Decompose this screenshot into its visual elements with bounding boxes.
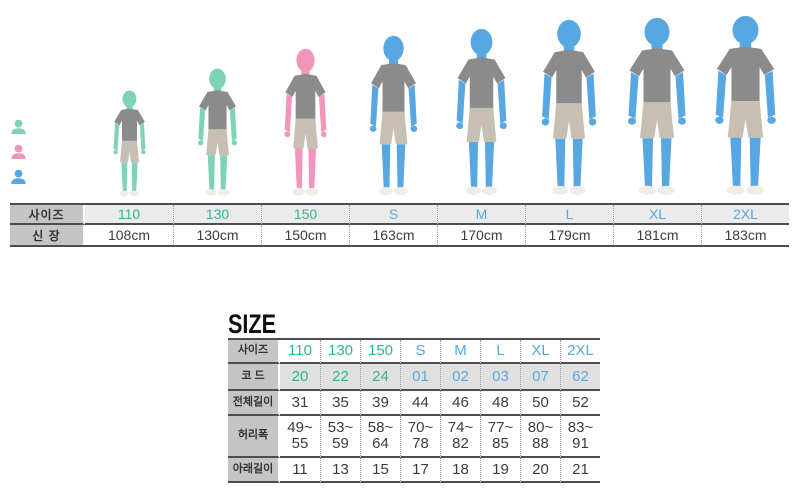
size-table-value-cell: 50 <box>520 391 560 416</box>
size-table-size-cell: L <box>480 340 520 364</box>
size-table-value-cell: 17 <box>400 458 440 483</box>
model-figure-cell <box>536 19 602 201</box>
size-spec-table: 사이즈 110 130 150 S M L XL 2XL 코 드 20 22 24 01 02 03 07 62 전… <box>228 338 600 483</box>
height-table-size-cell: S <box>349 205 437 225</box>
size-table-value-cell: 44 <box>400 391 440 416</box>
size-table-value-cell: 31 <box>280 391 320 416</box>
height-table-size-row-label: 사이즈 <box>10 205 85 225</box>
height-table-height-cell: 163cm <box>349 225 437 245</box>
size-table-value-cell: 20 <box>280 364 320 391</box>
size-table-value-cell: 46 <box>440 391 480 416</box>
size-spec-section: SIZE 사이즈 110 130 150 S M L XL 2XL 코 드 20 22 24 01 02 03… <box>228 311 600 483</box>
female-model-icon <box>11 144 26 159</box>
size-table-value-cell: 58~ 64 <box>360 416 400 458</box>
height-table: 사이즈 110 130 150 S M L XL 2XL 신 장 108cm 130cm 150cm 16… <box>10 203 789 247</box>
height-table-height-cell: 183cm <box>701 225 789 245</box>
model-figure-S <box>369 35 417 196</box>
size-table-value-cell: 03 <box>480 364 520 391</box>
height-table-size-cell: XL <box>613 205 701 225</box>
model-figure-cell <box>451 28 512 201</box>
model-figure-cell <box>110 90 149 201</box>
size-table-row-label: 허리폭 <box>228 416 280 458</box>
model-figure-M <box>455 28 507 196</box>
size-table-value-cell: 20 <box>520 458 560 483</box>
model-legend <box>10 119 32 186</box>
size-table-value-cell: 77~ 85 <box>480 416 520 458</box>
size-table-value-cell: 48 <box>480 391 520 416</box>
height-table-height-cell: 108cm <box>85 225 173 245</box>
size-table-row-label: 아래길이 <box>228 458 280 483</box>
size-table-value-cell: 83~ 91 <box>560 416 600 458</box>
size-table-size-cell: 110 <box>280 340 320 364</box>
height-table-height-cell: 130cm <box>173 225 261 245</box>
legend-item <box>10 169 32 186</box>
size-table-value-cell: 62 <box>560 364 600 391</box>
size-table-value-cell: 24 <box>360 364 400 391</box>
size-table-value-cell: 70~ 78 <box>400 416 440 458</box>
size-table-value-cell: 19 <box>480 458 520 483</box>
size-table-value-cell: 49~ 55 <box>280 416 320 458</box>
size-table-value-cell: 18 <box>440 458 480 483</box>
model-figure-cell <box>365 35 422 201</box>
height-table-height-cell: 170cm <box>437 225 525 245</box>
height-table-height-cell: 181cm <box>613 225 701 245</box>
size-table-value-cell: 35 <box>320 391 360 416</box>
model-figure-cell <box>622 17 692 201</box>
size-table-value-cell: 39 <box>360 391 400 416</box>
model-figure-2XL <box>714 15 776 195</box>
size-table-value-cell: 11 <box>280 458 320 483</box>
height-table-size-cell: L <box>525 205 613 225</box>
model-figure-150 <box>283 48 327 196</box>
model-figure-L <box>541 19 597 195</box>
size-table-size-cell: 150 <box>360 340 400 364</box>
size-table-row-label: 코 드 <box>228 364 280 391</box>
size-table-value-cell: 52 <box>560 391 600 416</box>
size-table-size-cell: S <box>400 340 440 364</box>
height-table-size-cell: 130 <box>173 205 261 225</box>
size-table-value-cell: 74~ 82 <box>440 416 480 458</box>
height-table-size-cell: 2XL <box>701 205 789 225</box>
size-table-value-cell: 15 <box>360 458 400 483</box>
model-figure-130 <box>197 68 237 196</box>
size-table-size-cell: 2XL <box>560 340 600 364</box>
model-figure-cell <box>280 48 331 201</box>
size-table-value-cell: 80~ 88 <box>520 416 560 458</box>
model-figure-XL <box>628 17 686 195</box>
height-table-size-cell: 110 <box>85 205 173 225</box>
height-table-size-cell: M <box>437 205 525 225</box>
size-table-value-cell: 22 <box>320 364 360 391</box>
legend-item <box>10 144 32 161</box>
legend-item <box>10 119 32 136</box>
size-table-value-cell: 07 <box>520 364 560 391</box>
height-table-size-cell: 150 <box>261 205 349 225</box>
size-table-size-cell: 130 <box>320 340 360 364</box>
model-figure-cell <box>709 15 782 201</box>
size-table-value-cell: 02 <box>440 364 480 391</box>
size-table-size-cell: M <box>440 340 480 364</box>
size-table-value-cell: 01 <box>400 364 440 391</box>
male-model-icon <box>11 169 26 184</box>
model-figure-cell <box>194 68 241 201</box>
size-table-value-cell: 13 <box>320 458 360 483</box>
model-figures-row <box>85 0 789 201</box>
size-title: SIZE <box>228 309 277 339</box>
model-figure-110 <box>112 90 146 197</box>
height-table-height-cell: 179cm <box>525 225 613 245</box>
size-table-row-label: 전체길이 <box>228 391 280 416</box>
size-table-value-cell: 53~ 59 <box>320 416 360 458</box>
size-table-value-cell: 21 <box>560 458 600 483</box>
size-table-size-cell: XL <box>520 340 560 364</box>
size-table-header-label: 사이즈 <box>228 340 280 364</box>
height-table-height-cell: 150cm <box>261 225 349 245</box>
height-table-height-row-label: 신 장 <box>10 225 85 245</box>
child-model-icon <box>11 119 26 134</box>
